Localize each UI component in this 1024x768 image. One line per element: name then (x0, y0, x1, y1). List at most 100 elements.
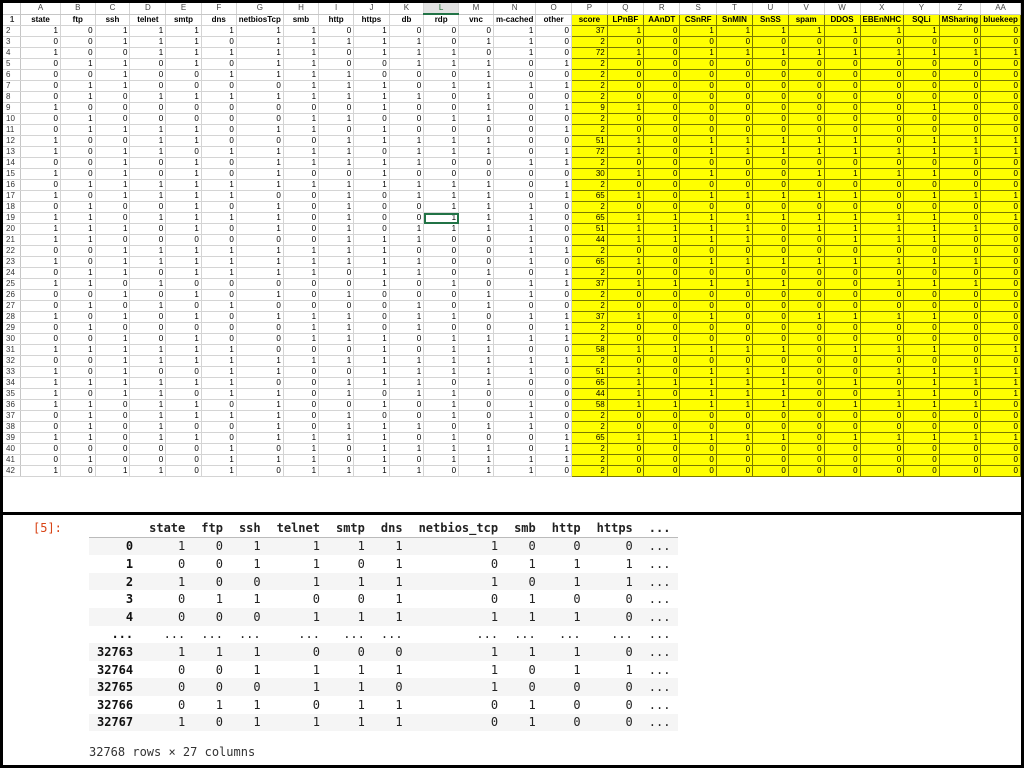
cell[interactable]: 1 (493, 289, 537, 301)
cell[interactable]: 0 (679, 69, 717, 81)
cell[interactable]: 1 (752, 135, 789, 147)
cell[interactable]: 1 (318, 432, 355, 444)
cell[interactable]: 2 (571, 410, 608, 422)
cell[interactable]: 0 (903, 201, 940, 213)
header-cell[interactable]: spam (788, 14, 825, 26)
cell[interactable]: 0 (165, 366, 202, 378)
cell[interactable]: 0 (824, 124, 861, 136)
cell[interactable]: 0 (283, 399, 320, 411)
cell[interactable]: 1 (389, 267, 425, 279)
cell[interactable]: 0 (643, 267, 681, 279)
cell[interactable]: 0 (824, 355, 861, 367)
cell[interactable]: 0 (643, 168, 681, 180)
cell[interactable]: 1 (318, 355, 355, 367)
cell[interactable]: 1 (283, 267, 320, 279)
cell[interactable]: 1 (535, 333, 572, 345)
cell[interactable]: 0 (283, 190, 320, 202)
cell[interactable]: 0 (824, 245, 861, 257)
cell[interactable]: 0 (353, 289, 390, 301)
cell[interactable]: 1 (165, 355, 202, 367)
cell[interactable]: 1 (353, 443, 390, 455)
cell[interactable]: 0 (752, 234, 789, 246)
cell[interactable]: 1 (353, 256, 390, 268)
cell[interactable]: 0 (980, 399, 1021, 411)
cell[interactable]: 1 (165, 124, 202, 136)
cell[interactable]: 1 (423, 135, 460, 147)
cell[interactable]: 0 (201, 223, 237, 235)
cell[interactable]: 0 (643, 190, 681, 202)
cell[interactable]: 0 (318, 267, 355, 279)
cell[interactable]: 1 (423, 311, 460, 323)
row-number[interactable]: 36 (3, 399, 22, 411)
cell[interactable]: 1 (903, 399, 940, 411)
cell[interactable]: 1 (903, 190, 940, 202)
cell[interactable]: 0 (535, 465, 572, 477)
cell[interactable]: 0 (60, 333, 96, 345)
cell[interactable]: 0 (643, 388, 681, 400)
cell[interactable]: 0 (535, 344, 572, 356)
cell[interactable]: 1 (318, 179, 355, 191)
cell[interactable]: 1 (201, 344, 237, 356)
cell[interactable]: 1 (939, 366, 982, 378)
cell[interactable]: 0 (860, 454, 905, 466)
cell[interactable]: 1 (201, 212, 237, 224)
cell[interactable]: 0 (283, 421, 320, 433)
cell[interactable]: 1 (236, 25, 284, 37)
cell[interactable]: 1 (679, 25, 717, 37)
cell[interactable]: 0 (389, 278, 425, 290)
cell[interactable]: 1 (860, 344, 905, 356)
cell[interactable]: 0 (165, 278, 202, 290)
cell[interactable]: 1 (165, 25, 202, 37)
cell[interactable]: 0 (423, 124, 460, 136)
cell[interactable]: 1 (318, 311, 355, 323)
cell[interactable]: 1 (423, 388, 460, 400)
cell[interactable]: 1 (939, 135, 982, 147)
cell[interactable]: 0 (423, 322, 460, 334)
cell[interactable]: 0 (980, 289, 1021, 301)
cell[interactable]: 0 (824, 421, 861, 433)
row-number[interactable]: 17 (3, 190, 22, 202)
cell[interactable]: 2 (571, 179, 608, 191)
cell[interactable]: 0 (236, 322, 284, 334)
row-number[interactable]: 19 (3, 212, 22, 224)
cell[interactable]: 1 (236, 58, 284, 70)
cell[interactable]: 0 (423, 256, 460, 268)
cell[interactable]: 1 (236, 311, 284, 323)
cell[interactable]: 0 (788, 124, 825, 136)
cell[interactable]: 0 (423, 267, 460, 279)
cell[interactable]: 1 (353, 80, 390, 92)
cell[interactable]: 0 (980, 157, 1021, 169)
cell[interactable]: 0 (201, 36, 237, 48)
cell[interactable]: 1 (353, 102, 390, 114)
cell[interactable]: 0 (318, 300, 355, 312)
cell[interactable]: 0 (788, 432, 825, 444)
cell[interactable]: 1 (716, 388, 754, 400)
cell[interactable]: 1 (458, 421, 494, 433)
cell[interactable]: 0 (20, 322, 61, 334)
cell[interactable]: 0 (752, 289, 789, 301)
cell[interactable]: 0 (980, 245, 1021, 257)
cell[interactable]: 1 (752, 212, 789, 224)
cell[interactable]: 1 (165, 58, 202, 70)
cell[interactable]: 0 (535, 212, 572, 224)
cell[interactable]: 1 (283, 80, 320, 92)
cell[interactable]: 0 (60, 146, 96, 158)
cell[interactable]: 1 (607, 256, 645, 268)
cell[interactable]: 0 (980, 267, 1021, 279)
cell[interactable]: 0 (903, 443, 940, 455)
cell[interactable]: 0 (60, 69, 96, 81)
cell[interactable]: 0 (95, 322, 131, 334)
cell[interactable]: 0 (939, 102, 982, 114)
cell[interactable]: 1 (458, 146, 494, 158)
cell[interactable]: 0 (607, 201, 645, 213)
cell[interactable]: 1 (201, 443, 237, 455)
cell[interactable]: 0 (236, 102, 284, 114)
header-cell[interactable]: SQLi (903, 14, 940, 26)
header-cell[interactable]: SnMIN (716, 14, 754, 26)
cell[interactable]: 0 (535, 113, 572, 125)
cell[interactable]: 37 (571, 278, 608, 290)
cell[interactable]: 0 (939, 388, 982, 400)
cell[interactable]: 2 (571, 333, 608, 345)
cell[interactable]: 1 (95, 355, 131, 367)
cell[interactable]: 0 (607, 410, 645, 422)
